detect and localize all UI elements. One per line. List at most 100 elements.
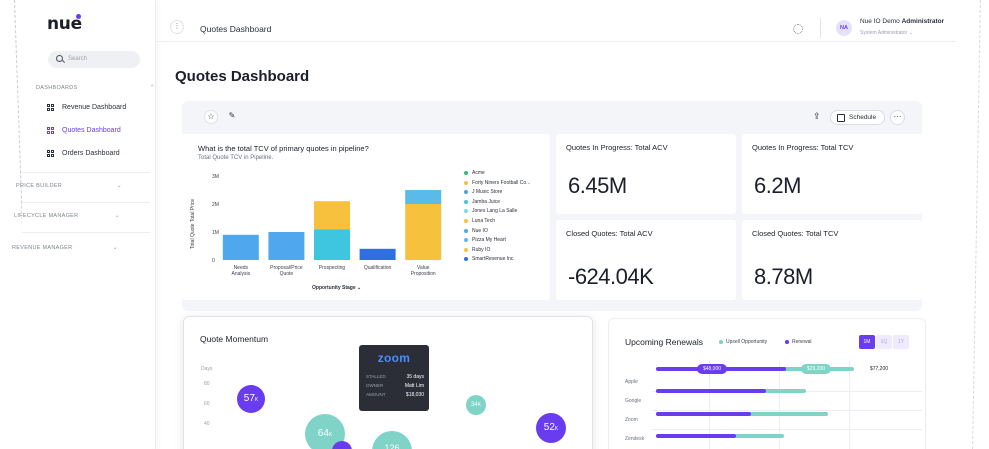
period-toggle-1m[interactable]: 1M [859,335,875,349]
chevron-up-icon: ⌃ [149,85,155,91]
momentum-bubble[interactable]: 126 [372,431,412,449]
user-role[interactable]: System Administrator ⌄ [860,30,913,36]
period-toggle-1y[interactable]: 1Y [893,335,909,349]
renewal-row-label: Apple [625,379,638,385]
menu-toggle-button[interactable]: ⋮ [170,20,184,34]
kpi-title: Quotes In Progress: Total ACV [566,143,668,152]
legend-dot [719,340,723,344]
renewal-bar[interactable] [656,434,736,438]
legend-label: J Music Store [472,189,503,196]
legend-label: Jamba Juice [472,198,501,205]
section-revenue-manager[interactable]: REVENUE MANAGER ⌄ [12,245,140,251]
momentum-bubble[interactable]: 57K [237,385,265,413]
app-logo: nue [47,14,82,34]
legend-dot [464,190,468,195]
kpi-value: 6.45M [568,173,627,198]
logo-dot [76,14,81,19]
sidebar-divider [22,172,150,173]
section-lifecycle-manager[interactable]: LIFECYCLE MANAGER ⌄ [14,213,142,219]
tooltip-row: OWNER Matt Lim [366,383,424,389]
period-toggle-1q[interactable]: 1Q [876,335,892,349]
schedule-button[interactable]: Schedule [830,110,885,125]
edit-button[interactable]: ✎ [225,110,239,124]
bar-segment[interactable] [359,248,396,260]
grid-line [849,361,850,449]
quote-momentum-title: Quote Momentum [200,334,269,344]
momentum-bubble[interactable] [332,441,352,449]
x-tick-label: Proposition [411,271,436,277]
export-button[interactable]: ⇪ [813,111,823,125]
legend-item[interactable]: Nue IO [464,228,530,238]
bar-segment[interactable] [405,190,442,204]
kpi-card[interactable]: Closed Quotes: Total TCV 8.78M [742,220,922,300]
y-tick-label: 3M [212,174,219,180]
bar-segment[interactable] [405,204,442,260]
avatar[interactable]: NA [836,20,852,36]
section-dashboards[interactable]: DASHBOARDS ⌃ [36,85,164,91]
renewal-value-label: $48,000 [697,364,727,374]
legend-item[interactable]: Acme [464,170,530,180]
bar-segment[interactable] [268,232,305,260]
kpi-value: 8.78M [754,264,813,289]
renewal-bar[interactable] [656,412,751,416]
x-tick-label: Needs [234,265,249,271]
sidebar-divider [22,202,150,203]
momentum-tooltip: zoom STALLED 35 days OWNER Matt Lim AMOUNT… [359,345,429,411]
more-icon: ··· [893,112,902,121]
legend-item[interactable]: Ruby IO [464,247,530,257]
breadcrumb: Quotes Dashboard [200,24,272,34]
dashboard-panel: ☆ ✎ ⇪ Schedule ··· What is the total TCV… [182,101,922,311]
momentum-bubble[interactable]: 52K [536,413,566,443]
gear-icon[interactable] [793,24,803,34]
section-revenue-manager-label: REVENUE MANAGER [12,245,73,251]
bubble-value: 126 [384,443,400,449]
legend-dot [464,209,468,214]
sidebar-item-quotes-dashboard[interactable]: Quotes Dashboard [42,125,121,137]
search-input[interactable]: Search [48,51,140,68]
favorite-star-button[interactable]: ☆ [204,110,218,124]
upcoming-renewals-card: Upcoming Renewals Upsell Opportunity Ren… [608,318,926,449]
grid-line [652,410,922,411]
legend-item[interactable]: Pizza My Heart [464,237,530,247]
chevron-down-icon: ⌄ [112,245,118,251]
momentum-bubble[interactable]: 34K [466,395,486,415]
sidebar-item-revenue-dashboard[interactable]: Revenue Dashboard [42,102,126,114]
bar-segment[interactable] [314,201,350,230]
kpi-card[interactable]: Quotes In Progress: Total TCV 6.2M [742,134,922,214]
sidebar-item-label: Quotes Dashboard [62,127,121,134]
dashed-edge-right [972,0,981,449]
sidebar-item-label: Revenue Dashboard [62,104,127,111]
renewal-bar[interactable] [656,389,766,393]
bar-segment[interactable] [222,234,259,260]
legend-item[interactable]: Jamba Juice [464,199,530,209]
legend-item[interactable]: Jones Lang La Salle [464,208,530,218]
legend-label: Acme [472,170,485,176]
user-name[interactable]: Nue IO Demo Administrator [860,18,944,25]
legend-item[interactable]: SmartRevenue Inc. [464,256,530,266]
legend-dot [464,228,468,233]
sidebar-item-orders-dashboard[interactable]: Orders Dashboard [42,148,120,160]
chevron-down-icon: ⌄ [357,285,362,291]
chart-x-axis-label[interactable]: Opportunity Stage ⌄ [312,285,361,291]
kpi-card[interactable]: Quotes In Progress: Total ACV 6.45M [556,134,736,214]
legend-item[interactable]: Luna Tech [464,218,530,228]
legend-item[interactable]: Forty Niners Football Co... [464,180,530,190]
dashboard-grid-icon [47,150,55,158]
bar-segment[interactable] [314,229,350,260]
dashboard-grid-icon [47,127,55,135]
star-icon: ☆ [207,112,215,121]
legend-dot [464,257,468,262]
section-price-builder[interactable]: PRICE BUILDER ⌄ [16,183,144,189]
legend-label: Renewal [792,339,812,345]
chart-title: What is the total TCV of primary quotes … [198,144,369,153]
kpi-card[interactable]: Closed Quotes: Total ACV -624.04K [556,220,736,300]
legend-dot [464,247,468,252]
bubble-value: 64 [317,428,329,439]
more-options-button[interactable]: ··· [890,110,905,125]
legend-label: Jones Lang La Salle [472,208,518,215]
legend-dot [464,171,468,175]
momentum-tick: 60 [204,401,210,407]
legend-item[interactable]: J Music Store [464,189,530,199]
x-tick-label: Prospecting [319,265,346,271]
